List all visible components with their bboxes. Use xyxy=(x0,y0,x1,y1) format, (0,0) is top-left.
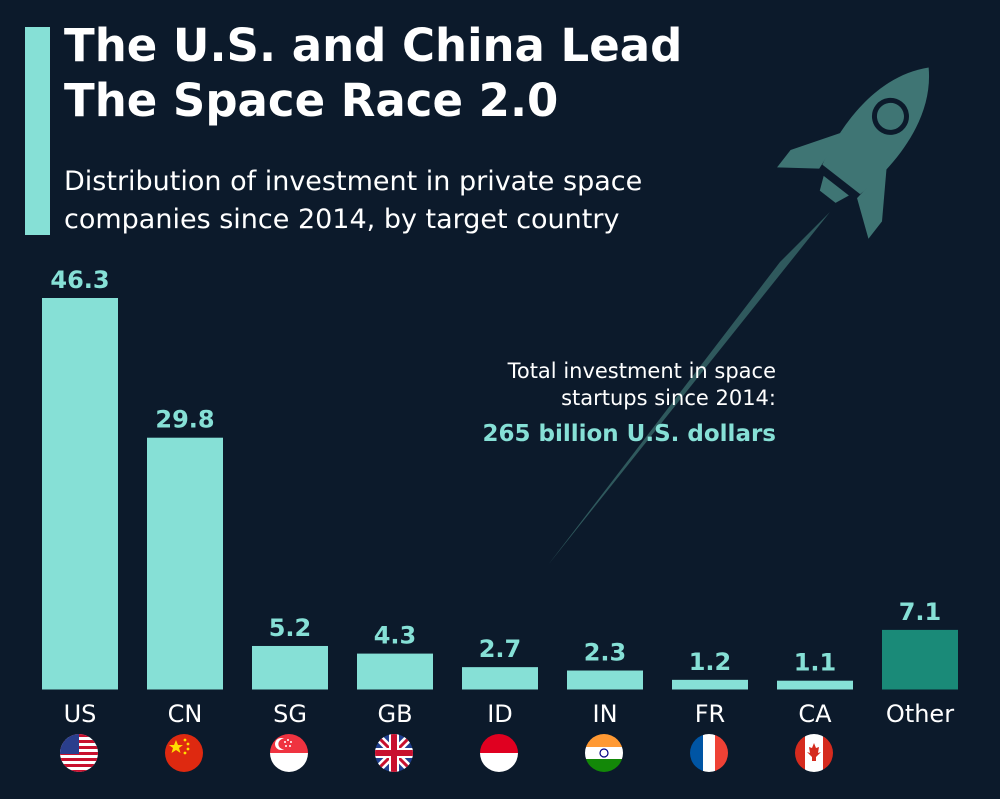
bar-gb xyxy=(357,653,433,690)
category-label-in: IN xyxy=(592,700,617,728)
value-label-ca: 1.1 xyxy=(794,649,837,677)
rocket-window xyxy=(871,97,909,135)
chart-subtitle-line2: companies since 2014, by target country xyxy=(64,204,620,235)
chart-title-line2: The Space Race 2.0 xyxy=(64,74,559,127)
value-label-other: 7.1 xyxy=(899,598,942,626)
category-label-fr: FR xyxy=(695,700,725,728)
bar-ca xyxy=(777,680,853,690)
value-label-cn: 29.8 xyxy=(155,406,214,434)
chart-title: The U.S. and China Lead The Space Race 2… xyxy=(64,18,824,128)
value-label-in: 2.3 xyxy=(584,639,627,667)
bar-cn xyxy=(147,437,223,690)
bar-other xyxy=(882,629,958,690)
rocket-trail xyxy=(548,212,830,565)
us-flag-icon xyxy=(60,734,98,772)
category-label-other: Other xyxy=(886,700,954,728)
category-label-id: ID xyxy=(487,700,513,728)
value-label-gb: 4.3 xyxy=(374,622,417,650)
total-investment-note: Total investment in space startups since… xyxy=(440,358,776,448)
chart-subtitle: Distribution of investment in private sp… xyxy=(64,163,784,239)
rocket-body xyxy=(822,67,930,195)
total-investment-value: 265 billion U.S. dollars xyxy=(482,421,776,447)
rocket-fin-left xyxy=(777,132,843,169)
value-label-id: 2.7 xyxy=(479,635,522,663)
bar-id xyxy=(462,667,538,690)
ca-flag-icon xyxy=(795,734,833,772)
note-line2: startups since 2014: xyxy=(561,386,776,410)
cn-flag-icon xyxy=(165,734,203,772)
id-flag-icon xyxy=(480,734,518,772)
title-accent-bar xyxy=(25,27,50,235)
note-line1: Total investment in space xyxy=(507,359,776,383)
rocket-illustration xyxy=(548,67,930,565)
category-label-gb: GB xyxy=(377,700,412,728)
in-flag-icon xyxy=(585,734,623,772)
category-label-us: US xyxy=(64,700,97,728)
gb-flag-icon xyxy=(375,734,413,772)
sg-flag-icon xyxy=(270,734,308,772)
bars-layer: 46.3 US 29.8 CN 5.2 SG 4.3 GB 2.7 ID 2.3 IN 1.2 FR 1.1… xyxy=(42,266,958,728)
category-label-ca: CA xyxy=(798,700,832,728)
bar-fr xyxy=(672,679,748,690)
rocket-nozzle xyxy=(819,175,849,203)
value-label-sg: 5.2 xyxy=(269,614,312,642)
bar-in xyxy=(567,670,643,690)
value-label-fr: 1.2 xyxy=(689,648,732,676)
value-label-us: 46.3 xyxy=(50,266,109,294)
chart-title-line1: The U.S. and China Lead xyxy=(64,19,683,72)
chart-subtitle-line1: Distribution of investment in private sp… xyxy=(64,166,643,197)
bar-sg xyxy=(252,645,328,690)
category-label-sg: SG xyxy=(273,700,307,728)
fr-flag-icon xyxy=(690,734,728,772)
bar-us xyxy=(42,298,118,690)
rocket-fin-right xyxy=(857,166,887,239)
category-label-cn: CN xyxy=(168,700,203,728)
